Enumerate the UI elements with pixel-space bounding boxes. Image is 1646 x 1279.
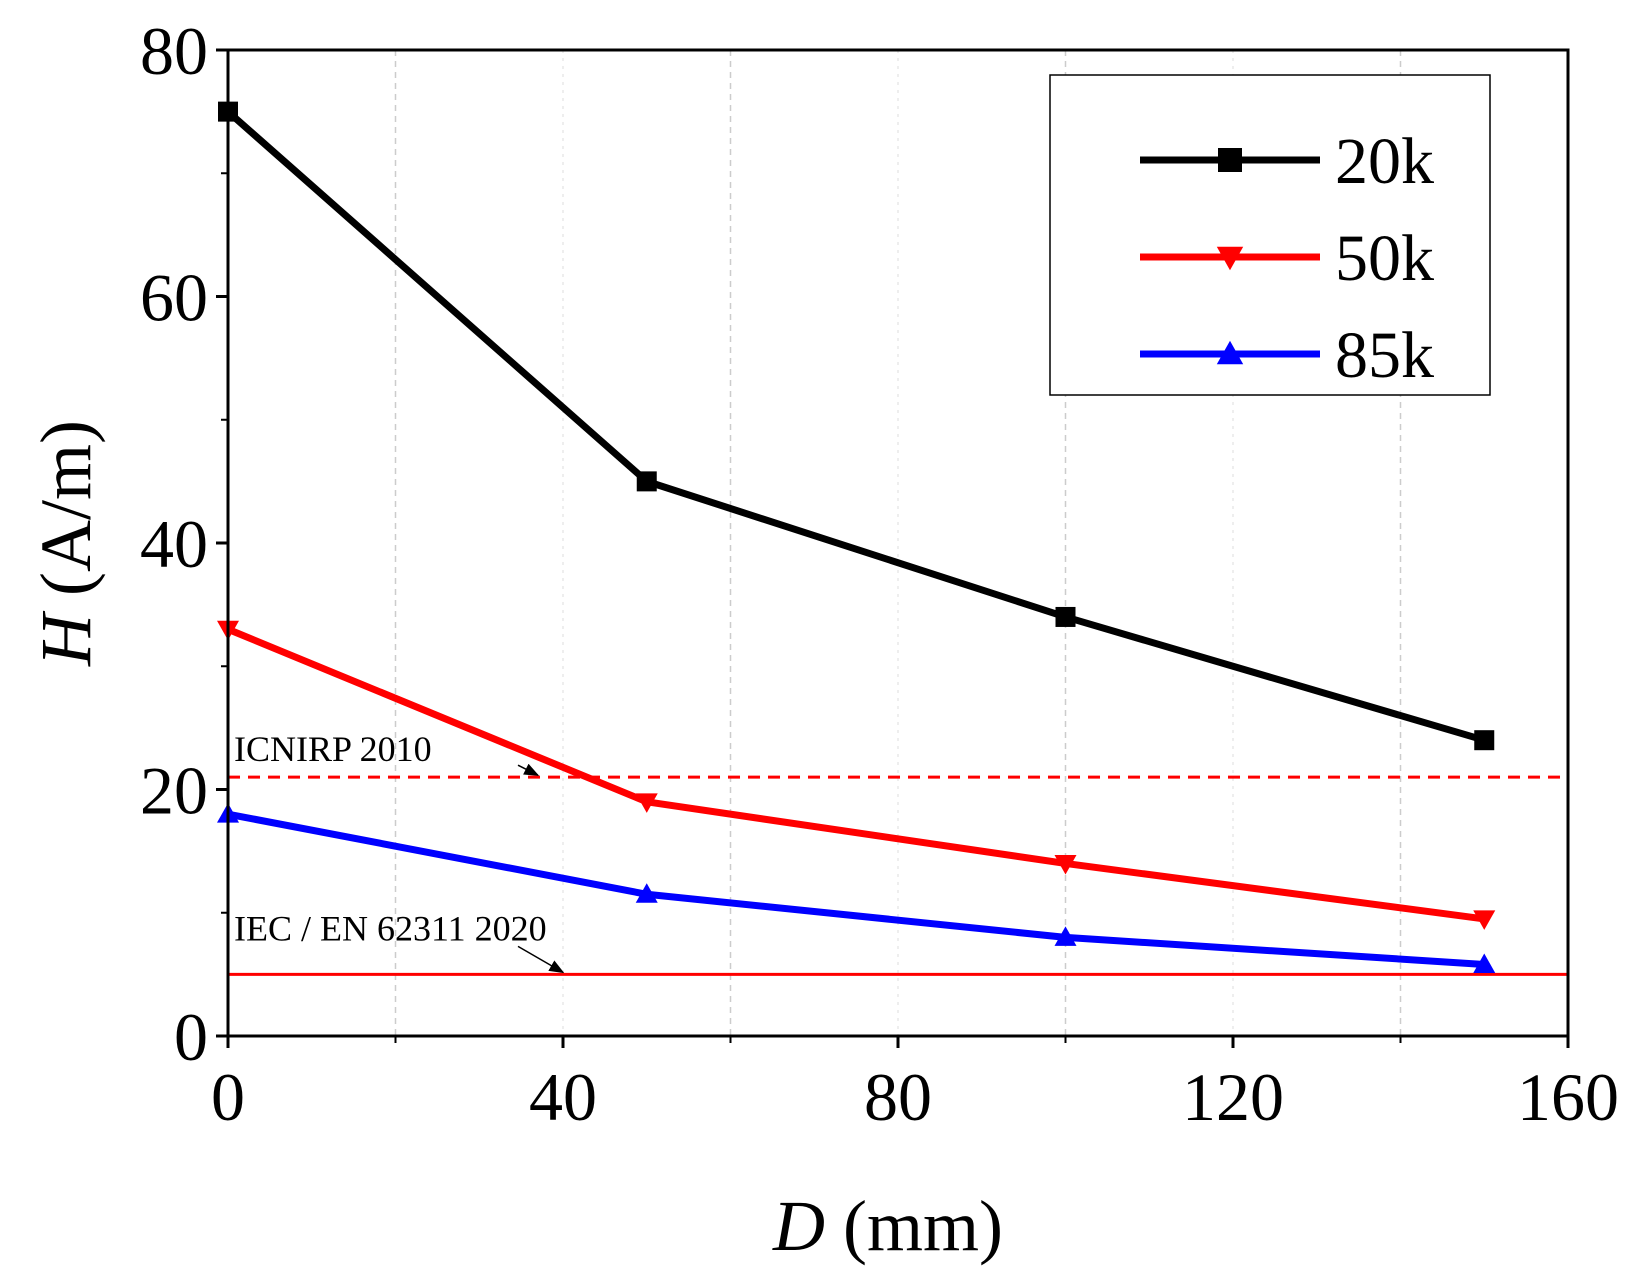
reference-label: IEC / EN 62311 2020 <box>234 908 547 948</box>
data-series <box>217 101 1496 974</box>
tick-labels: 0 40 80 120 160 0 20 40 60 80 D (mm) H (A/m) <box>26 13 1619 1266</box>
data-point <box>1055 606 1076 627</box>
series-line <box>225 109 1486 744</box>
data-point <box>1473 953 1496 974</box>
x-axis-title: D (mm) <box>772 1186 1003 1266</box>
y-tick-label: 80 <box>140 13 208 89</box>
series-85k <box>217 803 1496 974</box>
series-line <box>227 810 1485 969</box>
data-point <box>635 883 658 903</box>
data-point <box>1216 246 1244 271</box>
series-line <box>226 626 1485 923</box>
reference-lines: ICNIRP 2010 IEC / EN 62311 2020 <box>228 729 1568 976</box>
legend-label: 85k <box>1335 319 1434 392</box>
legend-entry: 20k <box>1140 125 1434 198</box>
data-point <box>1216 340 1244 365</box>
series-20k <box>218 101 1495 751</box>
reference-arrow <box>517 945 565 974</box>
data-point <box>1054 926 1077 946</box>
reference-label: ICNIRP 2010 <box>234 729 432 769</box>
legend-label: 50k <box>1335 222 1434 295</box>
legend-entry: 50k <box>1140 222 1434 295</box>
axes <box>216 48 1570 1048</box>
y-axis-title: H (A/m) <box>26 420 106 667</box>
data-point <box>1054 854 1077 875</box>
x-tick-label: 0 <box>211 1059 245 1135</box>
x-tick-label: 120 <box>1182 1059 1284 1135</box>
y-tick-label: 60 <box>140 260 208 336</box>
series-50k <box>217 620 1496 930</box>
data-point <box>635 793 658 813</box>
data-point <box>1218 148 1242 172</box>
legend: 20k 50k 85k <box>1049 74 1491 396</box>
legend-label: 20k <box>1335 125 1434 198</box>
legend-entry: 85k <box>1140 319 1434 392</box>
reference-arrow <box>517 763 540 776</box>
x-tick-label: 80 <box>864 1059 932 1135</box>
y-tick-label: 40 <box>140 506 208 582</box>
data-point <box>1474 730 1495 751</box>
x-tick-label: 40 <box>529 1059 597 1135</box>
data-point <box>636 471 657 492</box>
data-point <box>1473 910 1496 930</box>
x-tick-label: 160 <box>1517 1059 1619 1135</box>
legend-box <box>1049 74 1491 396</box>
y-tick-label: 20 <box>140 753 208 829</box>
y-tick-label: 0 <box>174 999 208 1075</box>
